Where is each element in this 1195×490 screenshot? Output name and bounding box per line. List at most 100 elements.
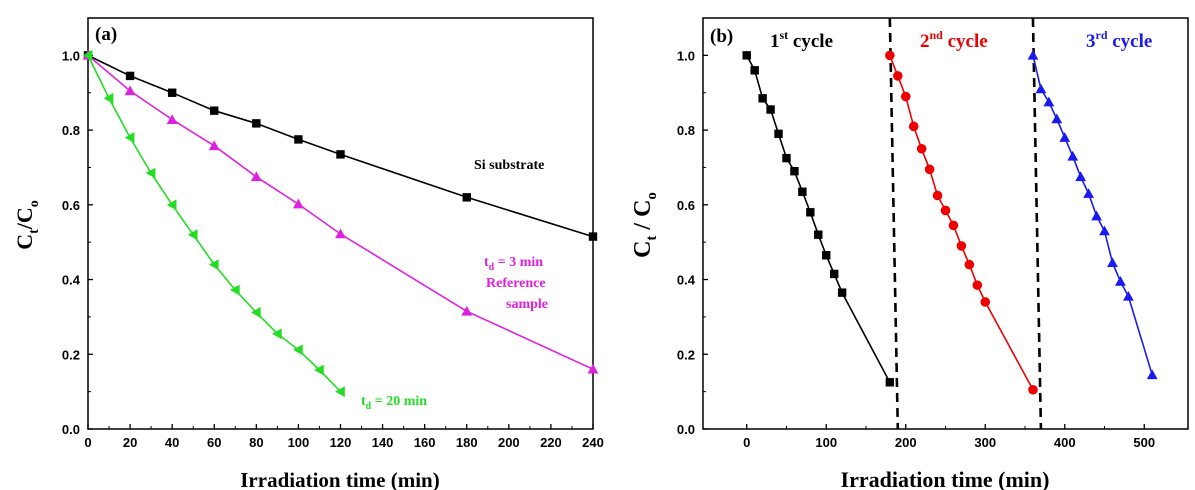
panel-b-series-3-point xyxy=(1122,290,1134,301)
panel-b-series-2-point xyxy=(900,91,911,102)
annotation-td-3min-sub: d xyxy=(489,262,495,273)
panel-b-series-1-point xyxy=(829,269,839,279)
panel-b-series-1-point xyxy=(766,105,775,114)
panel-a-ytick-label: 0.6 xyxy=(62,198,80,213)
panel-b-series-3-point xyxy=(1107,257,1118,268)
panel-a-series-2-point xyxy=(208,140,220,151)
panel-a-plot-frame xyxy=(87,17,594,430)
panel-b-series-3-point xyxy=(1051,113,1063,124)
panel-a-xtick-label: 80 xyxy=(249,435,263,450)
panel-a-series-3-point xyxy=(208,259,219,270)
panel-b-series-2-point xyxy=(964,259,975,270)
panel-a-xtick-label: 60 xyxy=(207,435,221,450)
panel-a-ytick-label: 0.4 xyxy=(62,273,81,288)
cycle-label-2-num: 2 xyxy=(920,31,930,52)
cycle-label-3-num: 3 xyxy=(1086,31,1096,52)
panel-b-xtick-label: 300 xyxy=(974,435,996,450)
panel-b-series-3-point xyxy=(1091,210,1102,221)
panel-a-xtick-label: 20 xyxy=(123,435,137,450)
panel-b-xtick-label: 500 xyxy=(1133,435,1155,450)
panel-b-series-2-point xyxy=(1028,384,1038,395)
annotation-sample: sample xyxy=(506,297,548,312)
panel-b-series-2-point xyxy=(972,280,983,290)
panel-a-series-1-point xyxy=(462,193,471,202)
panel-b-series-2-point xyxy=(892,71,903,81)
panel-b-series-1-point xyxy=(782,153,791,163)
panel-b-ylabel-sub-o: o xyxy=(644,192,660,200)
panel-a-ylabel-slash-c: /C xyxy=(12,207,37,230)
panel-b-xlabel: Irradiation time (min) xyxy=(841,467,1050,490)
panel-a-series-3-point xyxy=(250,307,261,318)
panel-a-ytick-label: 1.0 xyxy=(62,48,80,63)
panel-a-ytick-label: 0.0 xyxy=(62,422,80,437)
panel-b-series-2-point xyxy=(932,190,943,201)
panel-a-series-3-point xyxy=(335,386,345,398)
panel-a-xtick-label: 140 xyxy=(372,435,394,450)
panel-a-series-2-point xyxy=(461,305,473,316)
annotation-td-20min-t: t xyxy=(361,394,366,409)
panel-b-series-1-point xyxy=(750,66,759,75)
panel-a-ylabel: Ct/Co xyxy=(12,200,42,250)
panel-a-xtick-label: 180 xyxy=(456,435,478,450)
panel-b-series-3-point xyxy=(1027,49,1039,60)
panel-b-series-1-point xyxy=(758,94,767,103)
panel-b-series-1-point xyxy=(806,208,815,217)
panel-b-cycle-divider-2 xyxy=(1031,17,1043,430)
cycle-label-2-rest: cycle xyxy=(943,31,988,52)
panel-b-ytick-label: 0.8 xyxy=(677,123,695,138)
panel-b-series xyxy=(742,49,1158,395)
panel-b-series-3-point xyxy=(1083,188,1095,198)
panel-a-xtick-label: 220 xyxy=(540,435,562,450)
annotation-td-20min-sub: d xyxy=(366,401,372,412)
panel-a-series-3-point xyxy=(271,328,282,340)
panel-b-series-1-point xyxy=(885,378,895,387)
panel-a-series-3-point xyxy=(187,229,198,241)
panel-b-series-3-point xyxy=(1043,96,1055,107)
panel-a-ytick-label: 0.8 xyxy=(62,123,80,138)
cycle-label-1-num: 1 xyxy=(770,31,780,52)
panel-a-xtick-label: 40 xyxy=(165,435,179,450)
panel-a-series-1-point xyxy=(210,106,219,115)
panel-a-series-1-point xyxy=(252,119,261,128)
panel-a-ticks: 0 20 40 60 80 100 120 140 160 180 200 220 240 0.0 0.2 0… xyxy=(62,48,604,450)
panel-b-series-2-line xyxy=(889,55,1034,391)
panel-b-xtick-label: 100 xyxy=(815,435,837,450)
panel-b-cycle-divider-1 xyxy=(888,17,900,430)
panel-a-series-3-point xyxy=(229,284,240,296)
panel-b-series-3-point xyxy=(1067,150,1079,161)
panel-b-ytick-label: 0.2 xyxy=(677,347,695,362)
panel-b-dividers xyxy=(888,17,1043,430)
panel-b-plot-frame xyxy=(702,17,1189,430)
annotation-si-substrate: Si substrate xyxy=(474,158,544,173)
panel-b-series-2-point xyxy=(940,205,951,216)
panel-b-series-2-point xyxy=(916,143,927,154)
panel-b-series-2-point xyxy=(924,164,935,175)
panel-b-series-3-point xyxy=(1146,369,1158,380)
panel-b-series-3-point xyxy=(1075,171,1087,182)
annotation-td-3min: td = 3 min xyxy=(484,255,543,273)
panel-a-xtick-label: 240 xyxy=(582,435,604,450)
annotation-td-20min-rest: = 20 min xyxy=(371,394,427,409)
panel-b-series-1-point xyxy=(774,129,783,139)
panel-a-ylabel-sub-t: t xyxy=(27,229,42,234)
panel-a-series-2-point xyxy=(124,85,136,96)
panel-a-series-1-point xyxy=(294,135,303,144)
panel-b-series-3-point xyxy=(1115,276,1126,286)
cycle-label-2-sup: nd xyxy=(930,28,944,42)
panel-a-ylabel-c: C xyxy=(12,234,37,250)
panel-b-series-2-point xyxy=(956,241,967,251)
panel-b-series-2-point xyxy=(980,297,991,307)
panel-a-series-1-point xyxy=(167,88,177,97)
panel-a-series-2-point xyxy=(335,228,346,239)
panel-b-ylabel-sub-t: t xyxy=(644,236,660,241)
panel-a-series xyxy=(82,49,599,398)
panel-a-series-1-line xyxy=(87,54,594,238)
panel-a-label: (a) xyxy=(95,24,117,45)
panel-a-series-3-point xyxy=(124,132,135,143)
panel-a-series-3-line xyxy=(87,55,342,393)
panel-b-xtick-label: 200 xyxy=(895,435,917,450)
panel-a-xlabel: Irradiation time (min) xyxy=(240,468,439,490)
panel-a-ytick-label: 0.2 xyxy=(62,347,80,362)
panel-a-series-3-point xyxy=(293,344,303,356)
